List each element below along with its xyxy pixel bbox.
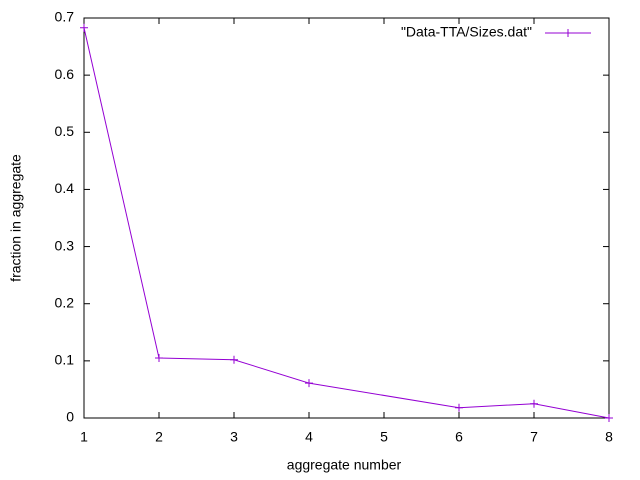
x-axis-label: aggregate number xyxy=(287,457,402,473)
data-point xyxy=(155,354,163,362)
y-tick-label: 0.6 xyxy=(55,66,75,82)
x-tick-label: 3 xyxy=(230,429,238,445)
data-point xyxy=(80,23,88,32)
x-tick-label: 8 xyxy=(605,429,613,445)
plot-frame xyxy=(83,17,610,419)
x-tick-label: 2 xyxy=(155,429,163,445)
x-tick-label: 4 xyxy=(305,429,313,445)
y-tick-label: 0.1 xyxy=(55,352,75,368)
data-point xyxy=(605,414,613,422)
data-point xyxy=(305,379,313,388)
data-point xyxy=(230,355,238,364)
series-line xyxy=(83,27,610,419)
x-tick-label: 1 xyxy=(80,429,88,445)
legend-marker xyxy=(564,29,572,37)
y-tick-label: 0.7 xyxy=(55,9,75,25)
data-point xyxy=(455,403,463,412)
y-axis-label: fraction in aggregate xyxy=(8,154,24,282)
x-tick-label: 6 xyxy=(455,429,463,445)
y-tick-label: 0.2 xyxy=(55,294,75,310)
y-tick-label: 0.3 xyxy=(55,237,75,253)
data-point xyxy=(530,399,538,408)
y-tick-label: 0.5 xyxy=(55,123,75,139)
y-tick-label: 0.4 xyxy=(55,180,75,196)
x-tick-label: 7 xyxy=(530,429,538,445)
x-tick-label: 5 xyxy=(380,429,388,445)
legend-label: "Data-TTA/Sizes.dat" xyxy=(401,24,532,40)
y-tick-label: 0 xyxy=(66,409,74,425)
